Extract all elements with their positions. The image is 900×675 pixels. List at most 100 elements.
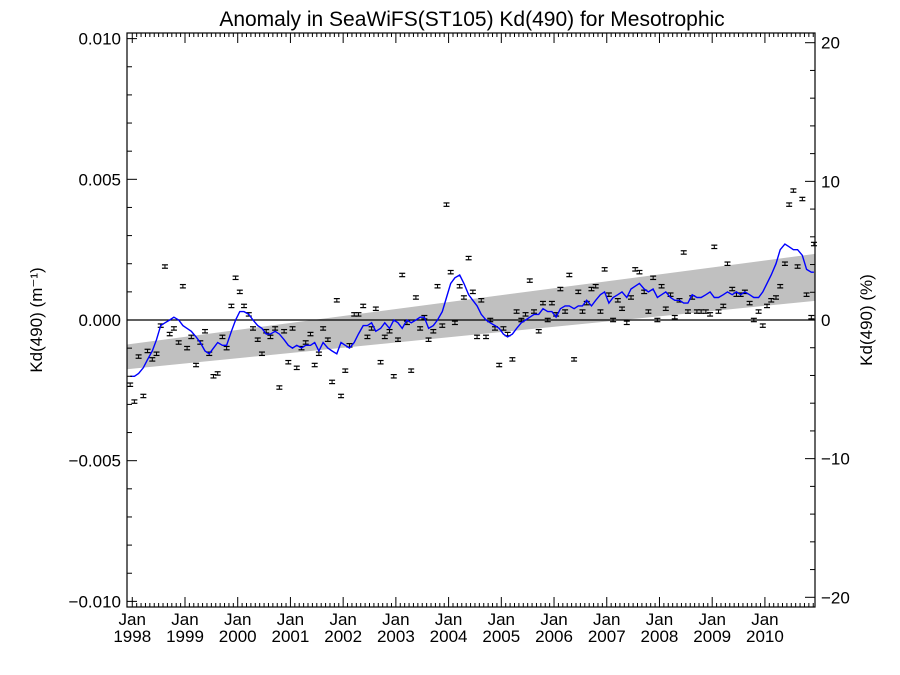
x-tick-label-month: Jan (488, 610, 515, 629)
data-point (483, 334, 490, 340)
data-point (645, 309, 652, 314)
data-point (715, 309, 722, 314)
data-point (223, 345, 230, 351)
x-tick-label-year: 2005 (482, 627, 520, 646)
data-point (535, 328, 542, 334)
data-point (557, 286, 564, 292)
data-point (509, 357, 516, 362)
data-point (329, 379, 336, 385)
data-point (250, 326, 257, 331)
data-point (315, 351, 322, 357)
y-tick-label: 0.000 (78, 311, 121, 330)
data-point (408, 368, 415, 373)
data-point (377, 359, 384, 365)
data-point (320, 326, 327, 331)
data-point (654, 317, 661, 323)
data-point (764, 303, 771, 309)
data-point (355, 312, 362, 317)
data-point (289, 326, 296, 331)
data-point (650, 275, 657, 281)
data-point (236, 289, 243, 295)
y-right-tick-label: −20 (821, 588, 850, 607)
data-point (412, 295, 419, 300)
data-point (777, 283, 784, 289)
data-point (531, 309, 538, 314)
data-point (579, 309, 586, 314)
x-tick-label-year: 2010 (746, 627, 784, 646)
data-point (149, 357, 156, 362)
data-point (166, 331, 173, 337)
x-tick-label-year: 2009 (693, 627, 731, 646)
data-point (636, 269, 643, 275)
x-tick-label-month: Jan (435, 610, 462, 629)
data-point (671, 314, 678, 320)
data-point (276, 385, 283, 390)
data-point (372, 306, 379, 312)
data-point (799, 196, 806, 202)
running-mean-line-layer (130, 243, 814, 377)
y-right-tick-label: 0 (821, 311, 830, 330)
data-point (267, 334, 274, 340)
data-point (526, 278, 533, 283)
data-point (548, 300, 555, 306)
y-axis-label-left: Kd(490) (m⁻¹) (27, 267, 46, 372)
running-mean-line (130, 243, 814, 377)
x-tick-label-month: Jan (646, 610, 673, 629)
x-tick-label-month: Jan (224, 610, 251, 629)
data-point (425, 337, 432, 342)
x-tick-label-month: Jan (171, 610, 198, 629)
x-tick-label-year: 2006 (535, 627, 573, 646)
data-point (447, 269, 454, 275)
data-point (184, 345, 191, 351)
data-point (755, 309, 762, 314)
x-tick-label-month: Jan (329, 610, 356, 629)
data-point (390, 373, 397, 379)
y-right-tick-label: 10 (821, 172, 840, 191)
data-point (680, 250, 687, 255)
data-point (434, 283, 441, 289)
data-point (667, 292, 674, 297)
data-point (228, 303, 235, 309)
x-tick-label-year: 2003 (377, 627, 415, 646)
data-point (214, 371, 221, 376)
data-point (302, 340, 309, 345)
chart-title: Anomaly in SeaWiFS(ST105) Kd(490) for Me… (219, 8, 724, 31)
data-point (724, 261, 731, 267)
data-point (324, 337, 331, 342)
x-tick-label-month: Jan (540, 610, 567, 629)
x-tick-label-month: Jan (698, 610, 725, 629)
data-point (478, 298, 485, 303)
data-point (539, 300, 546, 306)
y-tick-label: 0.010 (78, 30, 121, 49)
y-axis-label-right: Kd(490) (%) (857, 274, 876, 366)
data-point (311, 362, 318, 368)
data-point (772, 295, 779, 300)
data-point (684, 309, 691, 314)
y-right-tick-label: −10 (821, 450, 850, 469)
data-point (293, 365, 300, 371)
data-point (439, 323, 446, 328)
axes (126, 32, 816, 608)
x-tick-label-year: 2004 (430, 627, 468, 646)
x-tick-label-month: Jan (751, 610, 778, 629)
data-point (460, 295, 467, 300)
data-point (254, 337, 261, 342)
data-point (658, 283, 665, 289)
data-point (127, 382, 134, 388)
data-point (750, 317, 757, 323)
data-point (746, 300, 753, 306)
anomaly-points-layer (127, 188, 817, 404)
data-point (808, 314, 815, 320)
data-point (219, 334, 226, 340)
data-point (131, 399, 138, 404)
data-point (544, 317, 551, 323)
x-tick-label-year: 2007 (588, 627, 626, 646)
data-point (170, 326, 177, 331)
data-point (465, 255, 472, 261)
y-tick-label: 0.005 (78, 170, 121, 189)
x-tick-label-year: 2001 (272, 627, 310, 646)
data-point (241, 303, 248, 309)
data-point (338, 393, 345, 399)
data-point (575, 289, 582, 295)
x-tick-label-month: Jan (593, 610, 620, 629)
